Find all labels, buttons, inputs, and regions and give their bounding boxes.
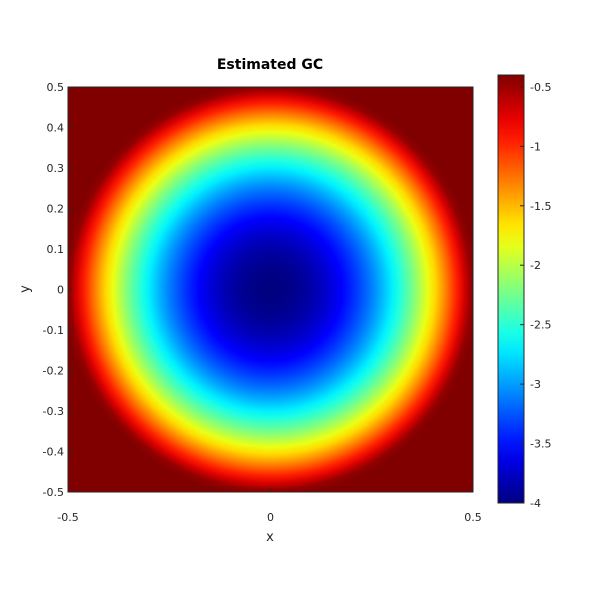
colorbar-tick-label: -4 xyxy=(530,497,541,510)
y-tick-label: 0.5 xyxy=(47,81,65,94)
colorbar-tick-label: -1 xyxy=(530,140,541,153)
x-axis: -0.5 0 0.5 xyxy=(57,488,482,524)
colorbar-ticks: -0.5 -1 -1.5 -2 -2.5 -3 -3.5 -4 xyxy=(520,81,551,510)
colorbar: -0.5 -1 -1.5 -2 -2.5 -3 -3.5 -4 xyxy=(497,74,551,510)
y-tick-label: -0.1 xyxy=(43,324,64,337)
colorbar-tick-label: -1.5 xyxy=(530,200,551,213)
colorbar-tick-label: -3.5 xyxy=(530,438,551,451)
y-tick-label: 0 xyxy=(57,284,64,297)
heatmap-surface xyxy=(68,87,473,492)
y-tick-label: 0.2 xyxy=(47,203,65,216)
y-tick-label: -0.5 xyxy=(43,486,64,499)
y-tick-label: 0.4 xyxy=(47,122,65,135)
colorbar-frame xyxy=(497,74,525,504)
x-axis-label: x xyxy=(266,530,274,545)
colorbar-gradient xyxy=(498,75,524,503)
colorbar-tick-label: -0.5 xyxy=(530,81,551,94)
y-tick-label: 0.1 xyxy=(47,243,65,256)
colorbar-tick-label: -2 xyxy=(530,259,541,272)
y-tick-label: -0.4 xyxy=(43,446,64,459)
y-tick-label: -0.2 xyxy=(43,365,64,378)
colorbar-tick-label: -2.5 xyxy=(530,319,551,332)
x-tick-label: -0.5 xyxy=(57,511,78,524)
colorbar-tick-label: -3 xyxy=(530,378,541,391)
y-axis: 0.5 0.4 0.3 0.2 0.1 0 -0.1 -0.2 -0.3 -0.4 -0.5 xyxy=(43,81,72,499)
y-tick-label: 0.3 xyxy=(47,162,65,175)
x-tick-label: 0 xyxy=(267,511,274,524)
y-axis-label: y xyxy=(18,285,33,293)
chart-title: Estimated GC xyxy=(217,57,323,73)
plot-area xyxy=(67,86,474,493)
y-tick-label: -0.3 xyxy=(43,405,64,418)
heatmap-field xyxy=(68,87,473,492)
x-tick-label: 0.5 xyxy=(464,511,482,524)
